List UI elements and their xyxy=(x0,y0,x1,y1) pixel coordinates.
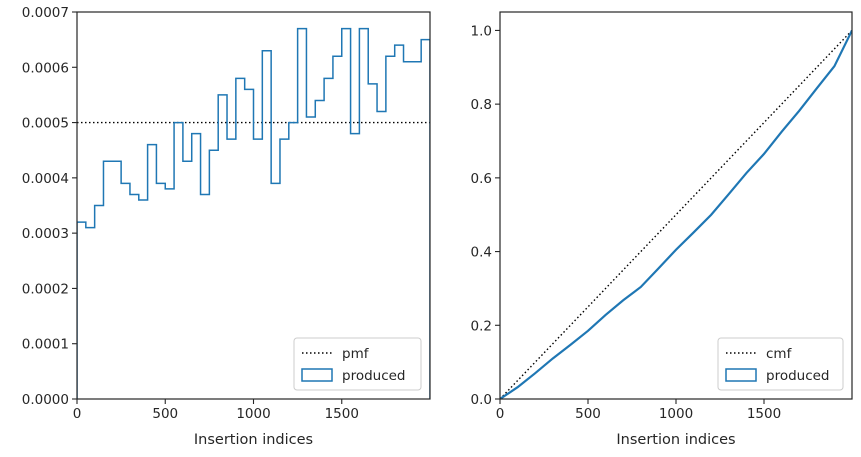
cmf-x-tick-label: 1000 xyxy=(659,406,693,422)
cmf-y-tick-label: 0.4 xyxy=(471,245,492,261)
cmf-chart-panel: 0 500 1000 1500 0.0 0.2 0.4 0.6 0.8 1.0 Insertion … xyxy=(471,11,853,448)
cmf-series-produced-curve xyxy=(500,29,852,399)
cmf-series-cmf-line xyxy=(500,29,852,399)
cmf-x-tick-label: 0 xyxy=(496,406,505,422)
pmf-y-tick-label: 0.0006 xyxy=(22,60,69,76)
pmf-y-tick-label: 0.0002 xyxy=(22,281,69,297)
pmf-x-tick-label: 0 xyxy=(73,406,82,422)
cmf-legend-box xyxy=(717,337,844,391)
pmf-x-tick-label: 1000 xyxy=(236,406,270,422)
pmf-x-tick-label: 500 xyxy=(152,406,178,422)
cmf-y-tick-label: 1.0 xyxy=(471,23,492,39)
pmf-legend-label-produced: produced xyxy=(342,368,406,384)
cmf-legend-handle-produced xyxy=(725,368,757,382)
pmf-y-tick-label: 0.0001 xyxy=(22,337,69,353)
cmf-legend-label-produced: produced xyxy=(766,368,830,384)
pmf-legend-box xyxy=(293,337,422,391)
cmf-y-tick-label: 0.2 xyxy=(471,318,492,334)
cmf-legend: cmf produced xyxy=(717,337,844,391)
pmf-legend-handle-produced xyxy=(301,368,333,382)
pmf-plot-area xyxy=(77,27,430,399)
pmf-chart-panel: 0 500 1000 1500 0.0000 0.0001 0.0002 0.0003 0.00… xyxy=(22,5,431,448)
pmf-legend: pmf produced xyxy=(293,337,422,391)
pmf-x-axis-label: Insertion indices xyxy=(194,432,313,448)
cmf-plot-area xyxy=(500,29,852,399)
pmf-y-tick-label: 0.0007 xyxy=(22,5,69,21)
pmf-x-tick-label: 1500 xyxy=(325,406,359,422)
cmf-x-axis-label: Insertion indices xyxy=(616,432,735,448)
cmf-x-tick-label: 1500 xyxy=(747,406,781,422)
pmf-series-produced-curve xyxy=(77,27,430,399)
cmf-legend-label-cmf: cmf xyxy=(766,346,793,362)
pmf-y-tick-label: 0.0000 xyxy=(22,392,69,408)
pmf-y-tick-label: 0.0005 xyxy=(22,116,69,132)
pmf-legend-label-pmf: pmf xyxy=(342,346,370,362)
cmf-y-tick-label: 0.0 xyxy=(471,392,492,408)
cmf-x-tick-label: 500 xyxy=(575,406,601,422)
cmf-y-tick-label: 0.6 xyxy=(471,171,492,187)
pmf-y-tick-label: 0.0003 xyxy=(22,226,69,242)
cmf-y-tick-label: 0.8 xyxy=(471,97,492,113)
pmf-y-tick-label: 0.0004 xyxy=(22,171,69,187)
